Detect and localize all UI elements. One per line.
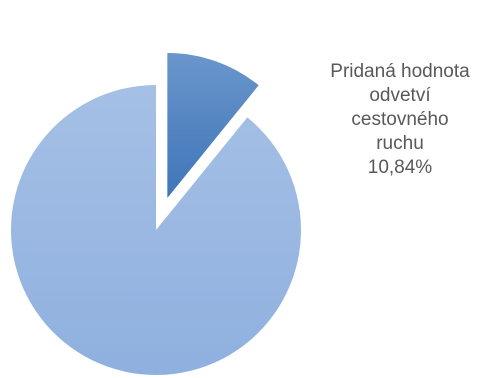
pie-slice-tourism: [167, 52, 259, 198]
slice-value-label: 10,84%: [367, 157, 433, 178]
pie-slices: [11, 52, 302, 375]
pie-slice-rest: [11, 85, 302, 375]
slice-label-line: cestovného: [351, 109, 449, 130]
slice-label-tourism: Pridaná hodnota odvetví cestovného ruchu…: [312, 60, 488, 180]
slice-label-line: odvetví: [369, 85, 431, 106]
slice-label-line: Pridaná hodnota: [330, 61, 470, 82]
slice-label-line: ruchu: [376, 133, 424, 154]
